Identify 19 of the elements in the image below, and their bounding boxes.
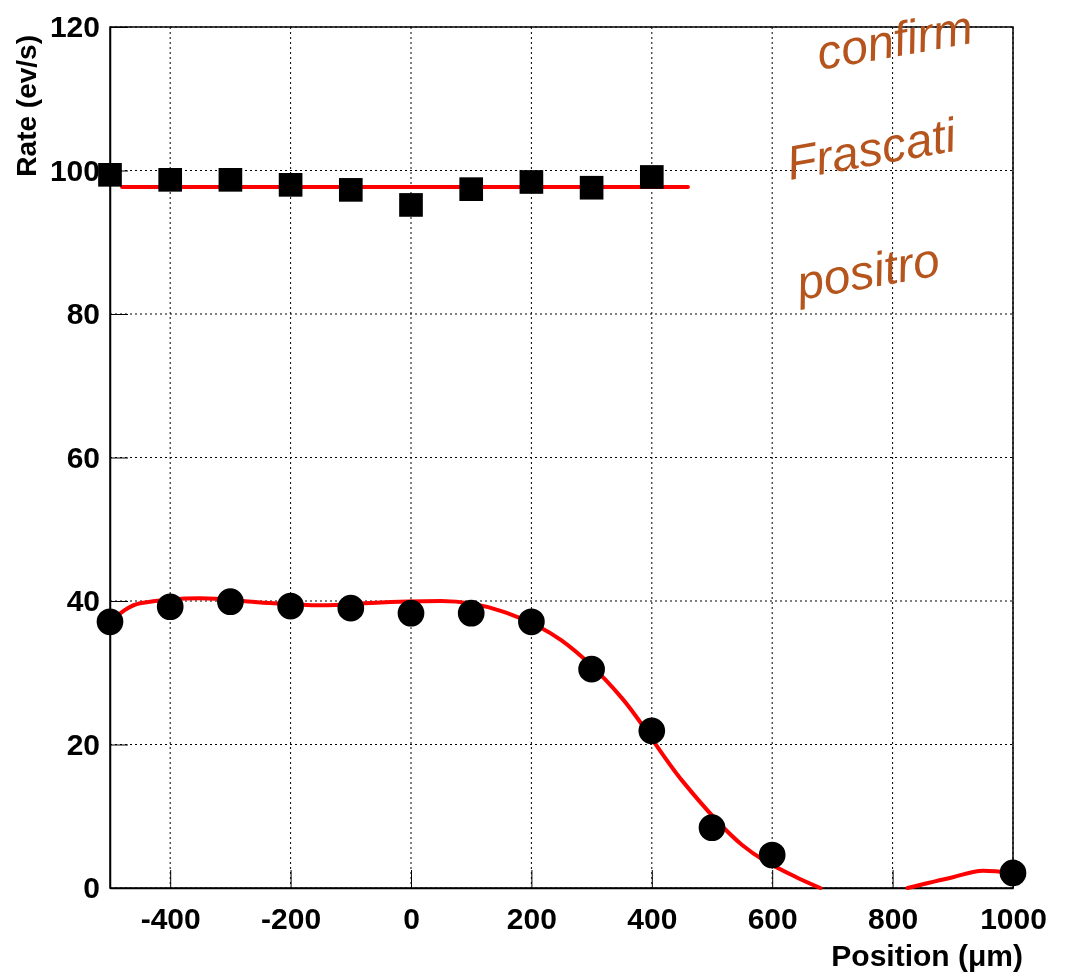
- x-axis-title: Position (μm): [831, 939, 1023, 972]
- y-tick-label: 80: [66, 297, 100, 331]
- x-tick-label: 0: [403, 902, 420, 935]
- x-tick-label: -200: [261, 902, 322, 935]
- y-tick-label: 20: [66, 727, 100, 761]
- annotation: positro: [790, 232, 944, 311]
- annotation: confirm: [812, 0, 977, 80]
- x-tick-label: 800: [868, 902, 919, 935]
- y-axis-title: Rate (ev/s): [11, 35, 42, 177]
- x-tick-label: 600: [747, 902, 798, 935]
- x-tick-label: 1000: [980, 902, 1047, 935]
- annotation: Frascati: [782, 107, 962, 190]
- y-tick-label: 40: [66, 584, 100, 618]
- x-tick-label: 400: [627, 902, 678, 935]
- y-tick-label: 0: [83, 871, 100, 905]
- x-tick-label: -400: [140, 902, 201, 935]
- y-tick-label: 60: [66, 440, 100, 474]
- y-tick-label: 120: [49, 10, 100, 44]
- x-tick-label: 200: [506, 902, 557, 935]
